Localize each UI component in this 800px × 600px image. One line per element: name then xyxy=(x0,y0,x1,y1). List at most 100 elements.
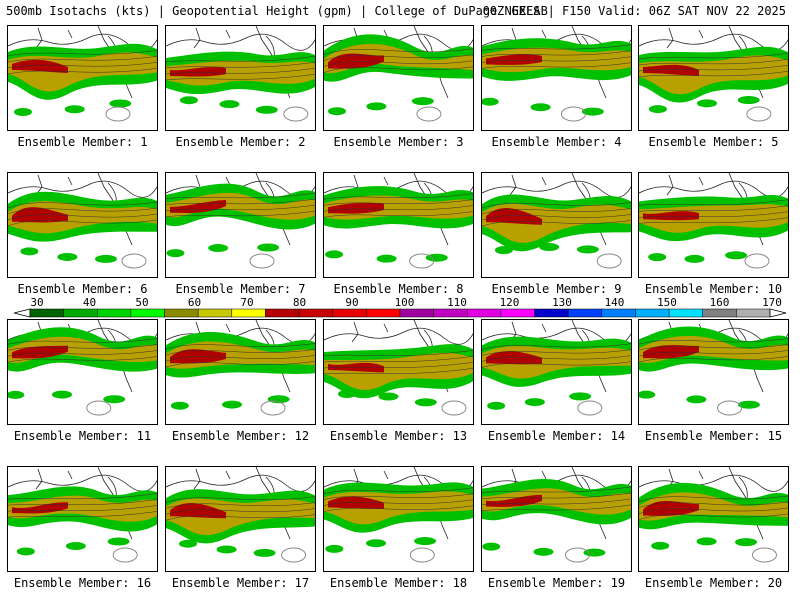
low-contour xyxy=(596,253,622,269)
wind-blob xyxy=(366,102,387,111)
header: 500mb Isotachs (kts) | Geopotential Heig… xyxy=(0,0,800,22)
colorbar-swatch xyxy=(567,308,603,318)
wind-blob xyxy=(255,105,278,114)
jet-stream-map xyxy=(8,467,157,563)
wind-blob xyxy=(530,103,551,112)
wind-blob xyxy=(166,249,185,258)
colorbar-tick-label: 140 xyxy=(604,296,625,309)
colorbar-swatch xyxy=(332,308,367,318)
wind-blob xyxy=(737,400,760,409)
height-contour xyxy=(324,48,473,55)
height-contour xyxy=(482,361,631,368)
height-contour xyxy=(324,350,473,357)
wind-blob xyxy=(107,537,130,546)
jet-band-mid xyxy=(324,195,473,220)
ensemble-panel xyxy=(7,172,158,278)
colorbar-swatch xyxy=(265,308,300,318)
height-contour xyxy=(639,507,788,514)
colorbar-swatch xyxy=(702,308,737,318)
height-contour xyxy=(166,210,315,218)
ensemble-member-label: Ensemble Member: 6 xyxy=(17,282,148,296)
height-contour xyxy=(324,66,473,73)
colorbar-right-arrow xyxy=(769,308,787,318)
wind-blob xyxy=(366,539,387,548)
jet-core xyxy=(328,53,384,69)
jet-core xyxy=(328,496,384,509)
wind-blob xyxy=(583,548,606,557)
wind-blob xyxy=(325,544,344,553)
wind-blob xyxy=(411,97,434,106)
low-contour xyxy=(409,547,435,563)
ensemble-panel xyxy=(7,319,158,425)
height-contour xyxy=(8,201,157,209)
ensemble-member-label: Ensemble Member: 12 xyxy=(171,429,310,443)
height-contour xyxy=(166,361,315,368)
jet-stream-map xyxy=(166,173,315,269)
ensemble-panel xyxy=(638,172,789,278)
jet-stream-map xyxy=(324,26,473,122)
jet-stream-map xyxy=(639,26,788,122)
height-contour xyxy=(166,61,315,69)
colorbar-swatch xyxy=(399,308,434,318)
ensemble-member-label: Ensemble Member: 4 xyxy=(491,135,622,149)
jet-core xyxy=(170,502,226,519)
jet-stream-map xyxy=(482,26,631,122)
colorbar-swatch xyxy=(97,308,132,318)
height-contour xyxy=(166,514,315,521)
ensemble-panel xyxy=(323,25,474,131)
height-contour xyxy=(8,67,157,75)
colorbar-swatch xyxy=(366,308,401,318)
wind-blob xyxy=(109,99,132,108)
low-contour xyxy=(283,106,309,122)
height-contour xyxy=(324,356,473,363)
low-contour xyxy=(416,106,442,122)
height-contour xyxy=(324,193,473,200)
jet-band-mid xyxy=(482,488,631,515)
ensemble-member-label: Ensemble Member: 15 xyxy=(644,429,783,443)
height-contour xyxy=(324,493,473,500)
wind-blob xyxy=(651,541,670,550)
ensemble-member-label: Ensemble Member: 9 xyxy=(491,282,622,296)
low-contour xyxy=(751,547,777,563)
run-info: 00Z GEFS | F150 Valid: 06Z SAT NOV 22 20… xyxy=(482,4,786,18)
ensemble-member-label: Ensemble Member: 19 xyxy=(487,576,626,590)
wind-blob xyxy=(65,542,86,551)
jet-stream-map xyxy=(482,467,631,563)
height-contour xyxy=(482,486,631,493)
low-contour xyxy=(260,400,286,416)
jet-stream-map xyxy=(166,26,315,122)
height-contour xyxy=(8,219,157,227)
ensemble-panel xyxy=(323,172,474,278)
wind-blob xyxy=(327,107,346,116)
wind-blob xyxy=(179,96,198,105)
colorbar-tick-label: 90 xyxy=(345,296,359,309)
height-contour xyxy=(482,208,631,215)
jet-core xyxy=(328,202,384,214)
jet-band-mid xyxy=(324,43,473,74)
low-contour xyxy=(121,253,147,269)
ensemble-member-label: Ensemble Member: 10 xyxy=(644,282,783,296)
wind-blob xyxy=(686,395,707,404)
colorbar-tick-label: 110 xyxy=(447,296,467,309)
wind-blob xyxy=(94,254,117,263)
ensemble-panel xyxy=(165,25,316,131)
height-contour xyxy=(639,513,788,520)
jet-stream-map xyxy=(639,173,788,269)
height-contour xyxy=(639,70,788,78)
colorbar-swatch xyxy=(63,308,98,318)
height-contour xyxy=(639,205,788,212)
ensemble-panel xyxy=(638,466,789,572)
speed-colorbar xyxy=(13,308,787,318)
colorbar-tick-label: 50 xyxy=(135,296,149,309)
wind-blob xyxy=(576,245,599,254)
wind-blob xyxy=(494,246,513,255)
low-contour xyxy=(577,400,603,416)
height-contour xyxy=(166,355,315,362)
colorbar-tick-label: 160 xyxy=(709,296,730,309)
colorbar-swatch xyxy=(601,308,636,318)
ensemble-panel xyxy=(481,466,632,572)
height-contour xyxy=(324,505,473,512)
height-contour xyxy=(482,343,631,350)
height-contour xyxy=(166,67,315,75)
height-contour xyxy=(324,487,473,494)
